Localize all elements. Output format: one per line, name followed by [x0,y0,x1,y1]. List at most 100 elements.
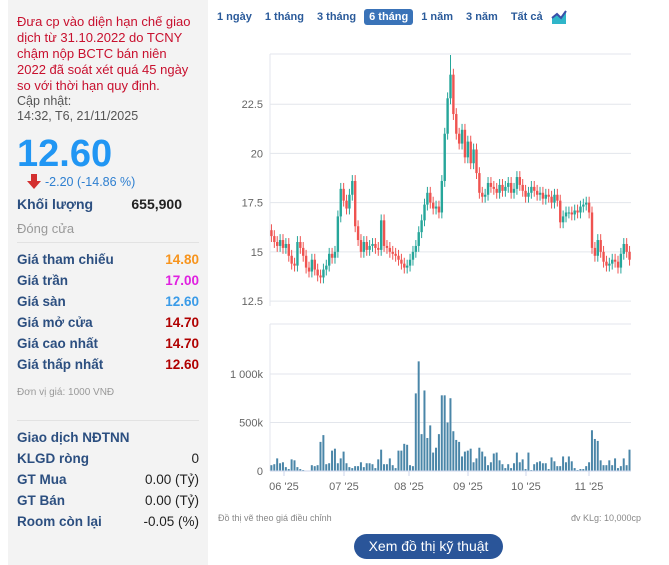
candle [299,242,302,248]
area-chart-icon[interactable] [551,9,567,25]
volume-bar [559,466,562,471]
candle [486,182,490,195]
candle [576,210,579,213]
volume-bar [487,465,489,471]
candle [400,259,403,264]
volume-bar [527,452,530,471]
volume-bar [478,447,481,471]
volume-bar [521,459,524,471]
volume-bar [423,390,426,471]
volume-bar [596,440,599,471]
candle [330,253,334,258]
candle [394,253,397,256]
candle [579,206,582,213]
volume-bar [616,468,619,471]
current-price: 12.60 [17,133,113,175]
volume-bar [310,465,313,471]
volume-bar [281,462,284,471]
candle [316,269,319,276]
candle [414,245,418,252]
volume-bar [536,462,539,471]
stat-value: 14.80 [165,252,199,267]
volume-bar [512,463,515,471]
candle [270,230,273,237]
foreign-row: GT Bán 0.00 (Tỷ) [17,490,199,511]
candle [328,253,331,266]
candle [434,206,438,209]
quote-panel: Đưa cp vào diện hạn chế giao dịch từ 31.… [8,0,208,565]
volume-bar [504,468,507,471]
y-tick-label: 22.5 [242,99,263,111]
volume-bar [452,431,455,471]
tab-period[interactable]: 1 ngày [217,11,252,23]
candle [628,251,631,260]
volume-bar [368,463,371,471]
candle [403,263,406,268]
candle [504,186,507,191]
foreign-label: GT Bán [17,493,66,508]
market-status: Đóng cửa [17,221,75,236]
arrow-down-icon [27,174,41,190]
candle [570,212,573,215]
candle [593,247,597,256]
candle [278,240,282,246]
tab-period[interactable]: 6 tháng [364,9,414,25]
volume-bar [484,456,487,471]
volume-bar [371,464,374,471]
volume-bar [466,450,469,471]
candle [348,194,351,209]
volume-bar [541,463,544,471]
volume-bar [562,456,565,471]
volume-bar [354,466,357,471]
technical-chart-button[interactable]: Xem đồ thị kỹ thuật [354,534,503,559]
candle [527,192,530,197]
adjusted-price-note: Đồ thị vẽ theo giá điều chỉnh [218,513,332,523]
price-unit: Đơn vị giá: 1000 VNĐ [17,387,115,398]
stat-row: Giá sàn 12.60 [17,291,199,312]
stat-row: Giá cao nhất 14.70 [17,333,199,354]
tab-period[interactable]: 1 năm [421,11,454,23]
candle [405,265,409,268]
volume-bar [322,435,325,471]
volume-bar [440,395,443,471]
candle [411,251,415,260]
candle [310,259,314,272]
y-tick-label: 12.5 [242,296,263,308]
volume-bar [359,462,362,471]
price-stats: Giá tham chiếu 14.80 Giá trần 17.00 Giá sàn 1… [17,249,199,375]
candle [304,255,308,268]
stat-row: Giá mở cửa 14.70 [17,312,199,333]
volume-bar [567,456,570,471]
candle [423,204,426,221]
candle [333,251,337,258]
volume-bar [417,361,420,471]
candle [605,261,608,266]
candle [469,141,472,164]
volume-bar [602,465,605,471]
candle [374,243,377,248]
candle [342,188,345,201]
tab-period[interactable]: Tất cả [510,11,543,23]
candle [553,194,556,203]
candle [550,196,553,203]
foreign-value: -0.05 (%) [143,514,199,529]
tab-period[interactable]: 1 tháng [264,11,304,23]
stat-label: Giá thấp nhất [17,357,104,372]
candle [429,192,432,203]
price-change: -2.20 (-14.86 %) [27,174,199,190]
tab-period[interactable]: 3 năm [466,11,498,23]
stat-row: Giá trần 17.00 [17,270,199,291]
candle [446,98,449,134]
candle [443,133,446,181]
volume-bar [357,466,360,471]
candle [371,243,374,246]
candle [397,255,400,260]
candle [489,182,493,187]
volume-bar [463,451,466,471]
tab-period[interactable]: 3 tháng [316,11,357,23]
volume-bar [481,451,484,471]
candle [276,242,279,246]
volume-bar [437,434,440,471]
volume-bar [374,468,377,471]
volume-bar [328,463,331,471]
